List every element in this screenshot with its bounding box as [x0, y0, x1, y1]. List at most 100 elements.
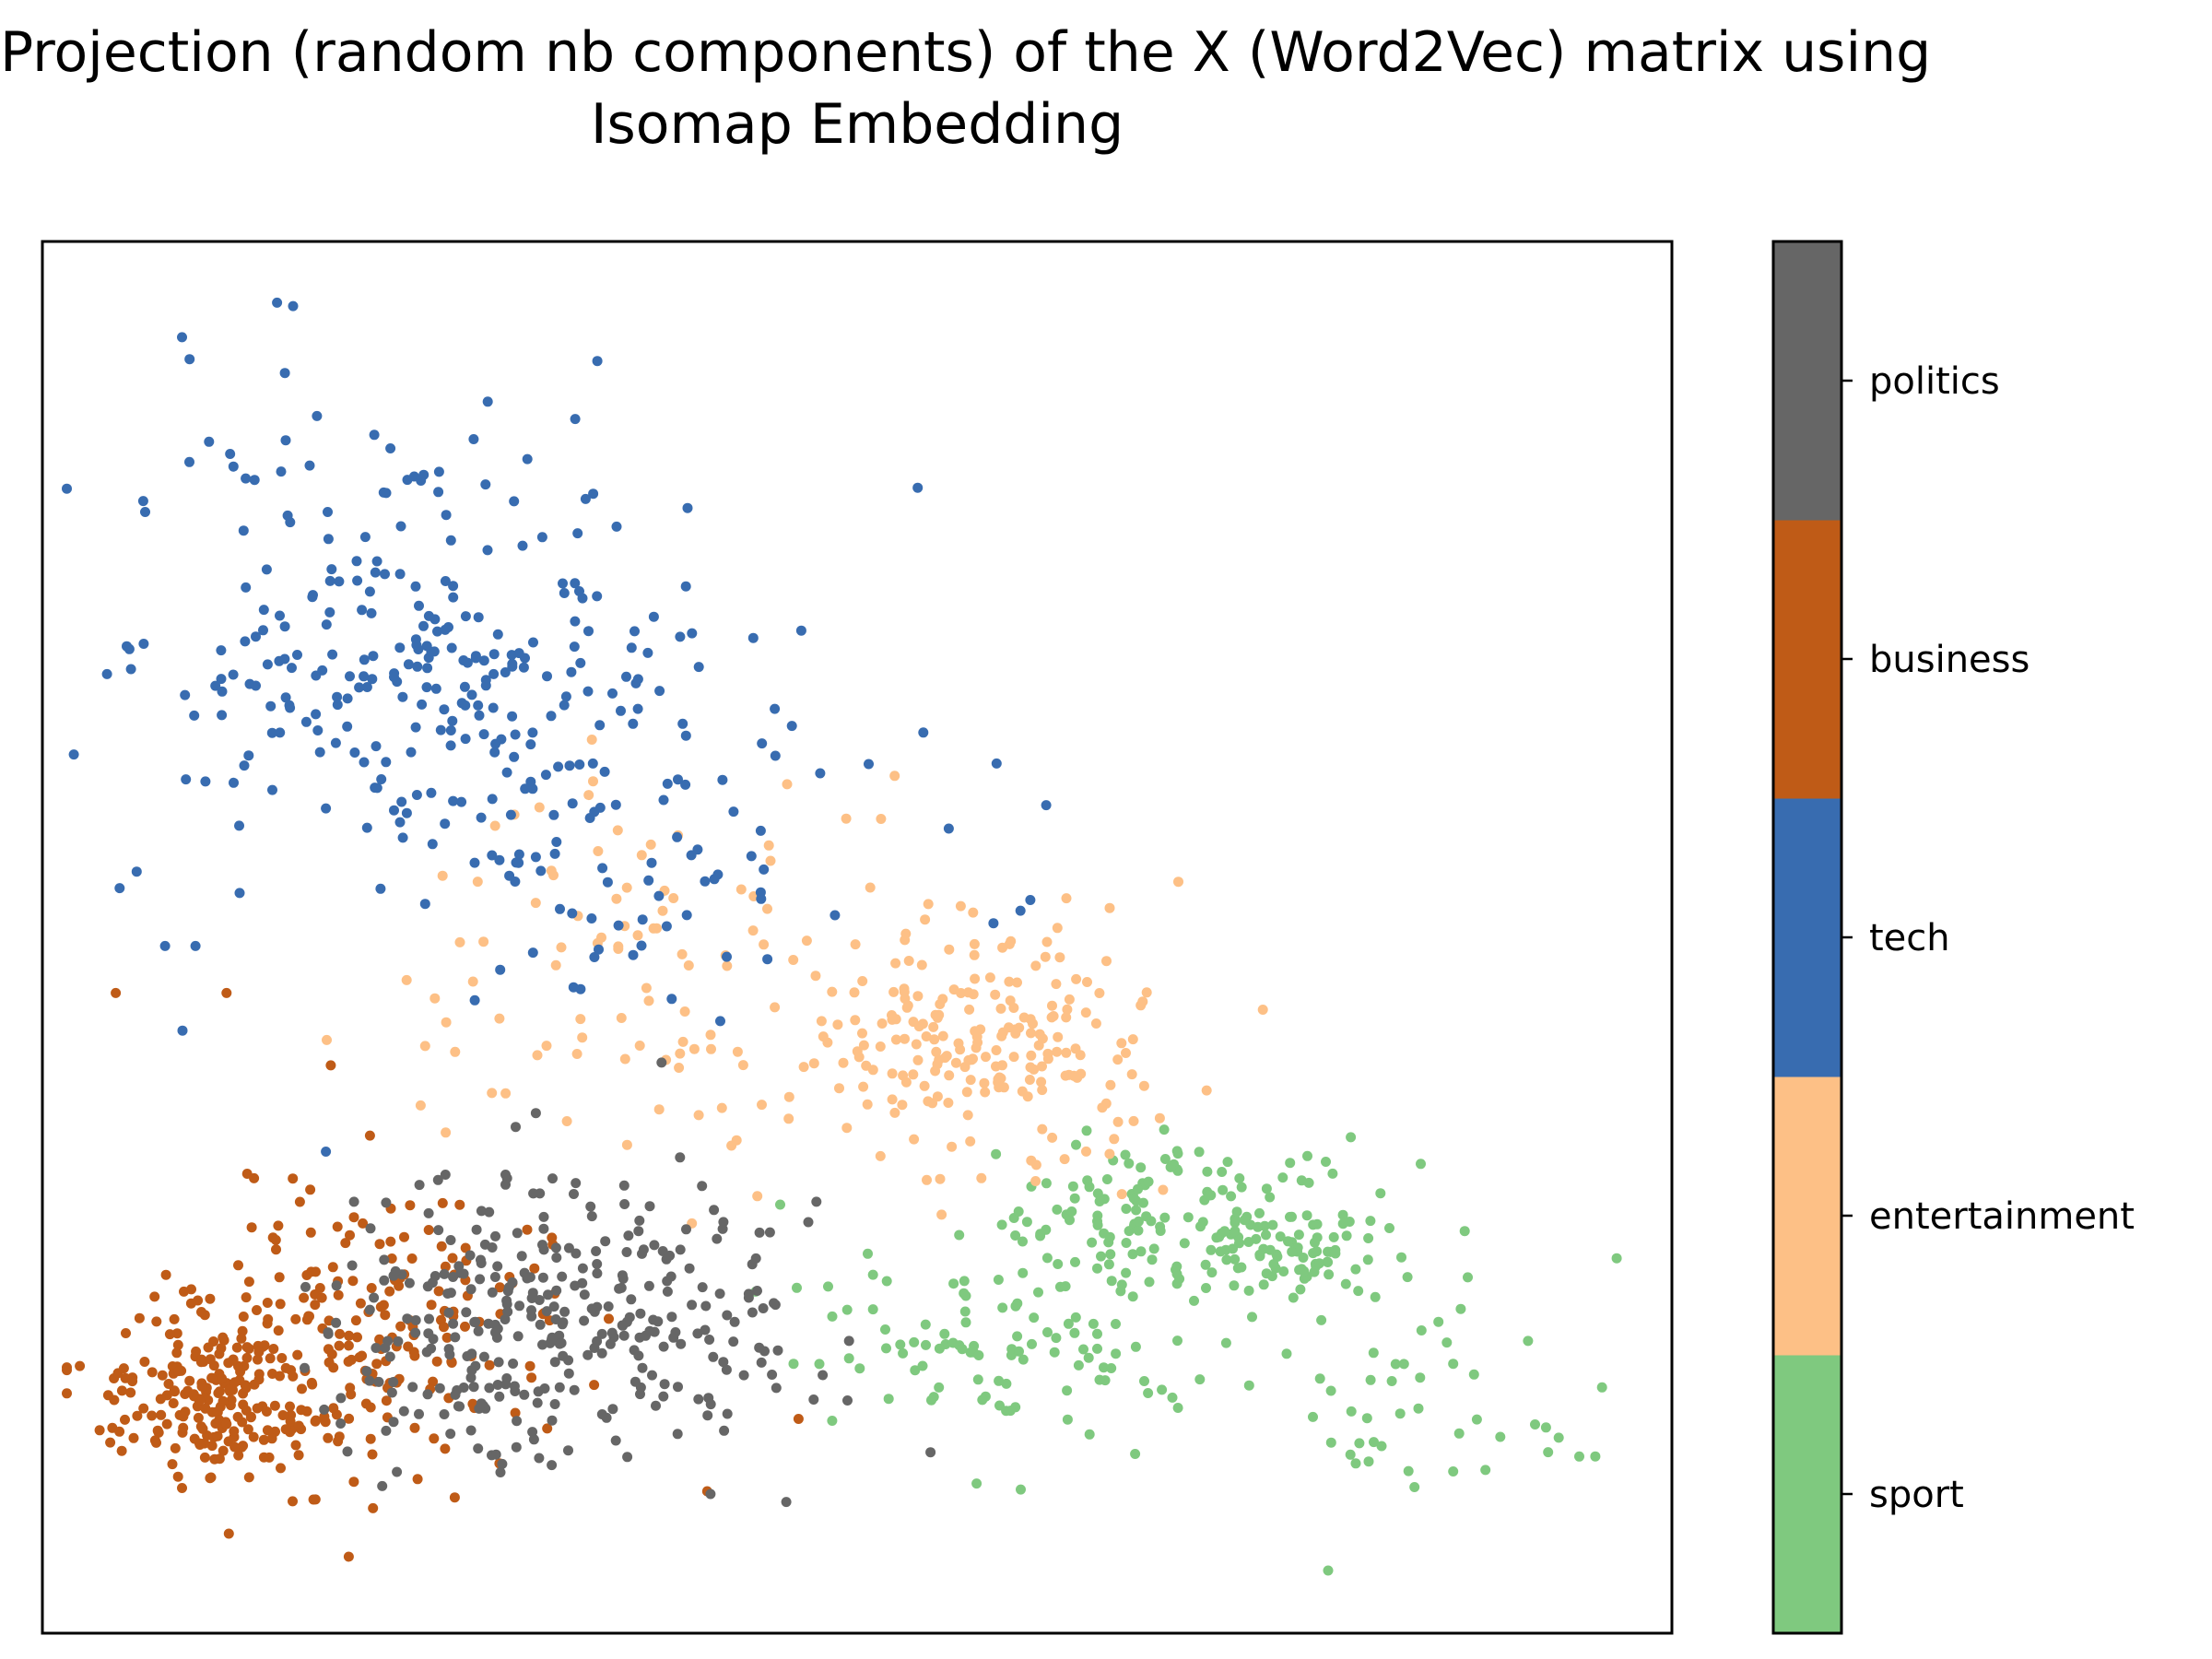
- data-point-tech: [480, 479, 491, 490]
- data-point-sport: [1375, 1188, 1386, 1199]
- data-point-entertainment: [948, 984, 959, 995]
- data-point-sport: [1147, 1254, 1158, 1265]
- data-point-business: [238, 1312, 249, 1322]
- data-point-sport: [1106, 1363, 1117, 1373]
- data-point-business: [206, 1472, 217, 1483]
- data-point-business: [368, 1502, 379, 1513]
- data-point-sport: [788, 1359, 799, 1370]
- data-point-business: [343, 1340, 354, 1351]
- data-point-politics: [530, 1108, 541, 1119]
- data-point-tech: [574, 759, 585, 770]
- data-point-tech: [323, 507, 333, 517]
- data-point-entertainment: [919, 1080, 930, 1091]
- data-point-tech: [122, 641, 132, 652]
- data-point-sport: [1350, 1458, 1361, 1469]
- data-point-politics: [476, 1254, 486, 1265]
- data-point-business: [203, 1342, 214, 1353]
- data-point-tech: [553, 761, 564, 772]
- data-point-tech: [580, 493, 591, 504]
- data-point-politics: [512, 1228, 523, 1239]
- data-point-politics: [516, 1251, 527, 1262]
- data-point-tech: [300, 716, 312, 727]
- data-point-business: [185, 1298, 196, 1309]
- data-point-business: [366, 1283, 377, 1293]
- data-point-tech: [473, 700, 484, 711]
- data-point-tech: [359, 757, 370, 768]
- data-point-entertainment: [1104, 1148, 1115, 1159]
- data-point-tech: [416, 476, 427, 486]
- data-point-business: [164, 1329, 175, 1340]
- data-point-tech: [364, 586, 375, 597]
- data-point-politics: [592, 1259, 603, 1269]
- data-point-tech: [570, 616, 581, 627]
- data-point-sport: [1231, 1206, 1242, 1218]
- data-point-entertainment: [979, 1077, 990, 1088]
- data-point-tech: [682, 502, 693, 513]
- data-point-tech: [621, 671, 631, 682]
- data-point-business: [266, 1433, 277, 1444]
- data-point-tech: [403, 659, 414, 670]
- data-point-business: [406, 1253, 418, 1264]
- data-point-tech: [510, 877, 521, 887]
- data-point-tech: [496, 734, 507, 745]
- data-point-politics: [738, 1370, 749, 1381]
- data-point-tech: [495, 964, 506, 975]
- data-point-business: [288, 1496, 298, 1507]
- data-point-politics: [300, 1362, 310, 1373]
- data-point-politics: [662, 1286, 673, 1297]
- data-point-politics: [404, 1277, 415, 1288]
- data-point-politics: [548, 1301, 559, 1312]
- data-point-politics: [659, 1379, 670, 1390]
- data-point-business: [429, 1433, 440, 1444]
- data-point-tech: [241, 582, 252, 593]
- data-point-entertainment: [1104, 902, 1115, 913]
- data-point-sport: [934, 1343, 945, 1354]
- data-point-tech: [439, 704, 450, 715]
- data-point-politics: [700, 1300, 712, 1312]
- data-point-business: [231, 1342, 242, 1353]
- data-point-tech: [680, 730, 691, 741]
- data-point-sport: [1127, 1249, 1138, 1260]
- data-point-sport: [1448, 1359, 1459, 1370]
- data-point-sport: [917, 1360, 928, 1371]
- data-point-business: [290, 1440, 301, 1451]
- data-point-politics: [634, 1215, 645, 1226]
- data-point-entertainment: [1026, 1028, 1036, 1039]
- data-point-business: [188, 1389, 199, 1400]
- colorbar-segment-entertainment: [1773, 1077, 1841, 1356]
- data-point-business: [380, 1310, 391, 1321]
- data-point-tech: [643, 875, 654, 886]
- data-point-tech: [522, 453, 533, 465]
- data-point-politics: [571, 1248, 582, 1259]
- data-point-business: [241, 1342, 253, 1353]
- series-sport: [750, 1124, 1622, 1576]
- data-point-entertainment: [632, 930, 643, 941]
- data-point-sport: [1230, 1226, 1241, 1237]
- data-point-tech: [114, 883, 125, 894]
- data-point-entertainment: [1033, 1040, 1044, 1051]
- data-point-sport: [1314, 1258, 1324, 1269]
- data-point-business: [344, 1330, 355, 1341]
- data-point-sport: [1141, 1211, 1152, 1222]
- data-point-sport: [1111, 1319, 1121, 1329]
- data-point-politics: [527, 1427, 538, 1438]
- data-point-business: [191, 1346, 202, 1357]
- data-point-politics: [487, 1287, 498, 1298]
- data-point-tech: [569, 641, 580, 653]
- data-point-sport: [1105, 1249, 1116, 1260]
- data-point-entertainment: [877, 1018, 888, 1029]
- data-point-business: [75, 1360, 86, 1371]
- data-point-tech: [357, 605, 368, 616]
- data-point-sport: [1010, 1230, 1021, 1241]
- data-point-tech: [240, 636, 251, 647]
- data-point-sport: [1293, 1230, 1304, 1241]
- data-point-sport: [1128, 1193, 1139, 1204]
- data-point-entertainment: [965, 1075, 976, 1086]
- data-point-politics: [563, 1242, 574, 1253]
- data-point-politics: [398, 1406, 409, 1417]
- data-point-business: [172, 1339, 183, 1350]
- data-point-tech: [494, 854, 505, 865]
- data-point-entertainment: [875, 1041, 886, 1052]
- data-point-sport: [1362, 1254, 1373, 1265]
- data-point-tech: [566, 666, 577, 677]
